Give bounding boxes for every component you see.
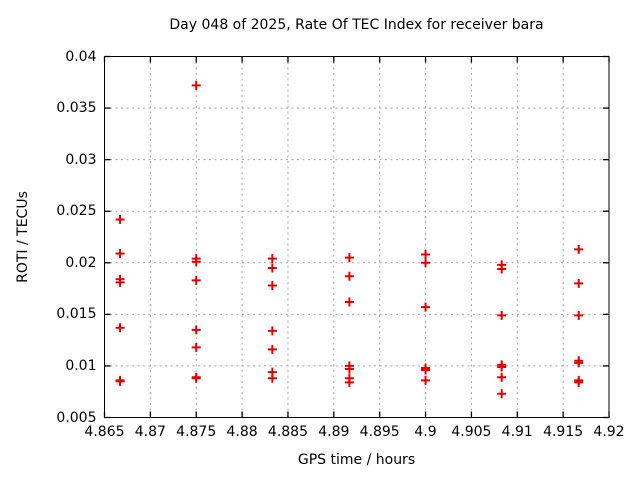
data-point [497, 362, 507, 372]
data-point [267, 263, 277, 273]
x-tick-label: 4.87 [134, 424, 166, 440]
x-tick-label: 4.89 [318, 424, 350, 440]
y-tick-label: 0.03 [65, 151, 97, 168]
data-point [497, 389, 507, 399]
data-point [115, 323, 125, 333]
x-tick-label: 4.92 [593, 424, 625, 440]
data-point [115, 249, 125, 259]
y-tick-label: 0.035 [56, 100, 97, 117]
data-point [344, 364, 354, 374]
data-point [421, 250, 431, 260]
x-tick-label: 4.9 [414, 424, 437, 440]
data-point [115, 376, 125, 386]
data-point [344, 253, 354, 263]
data-point [191, 80, 201, 90]
data-point [267, 280, 277, 290]
y-tick-label: 0.025 [56, 203, 97, 220]
data-point [344, 377, 354, 387]
chart-title: Day 048 of 2025, Rate Of TEC Index for r… [169, 17, 544, 33]
x-axis-title: GPS time / hours [297, 452, 416, 468]
data-point [267, 326, 277, 336]
data-point [115, 277, 125, 287]
data-point [344, 271, 354, 281]
data-point [191, 373, 201, 383]
data-point [421, 365, 431, 375]
data-point [574, 278, 584, 288]
data-point [421, 258, 431, 268]
x-tick-label: 4.865 [84, 424, 125, 440]
data-point [191, 275, 201, 285]
x-tick-label: 4.895 [359, 424, 400, 440]
y-tick-label: 0.01 [65, 357, 97, 374]
data-point [344, 297, 354, 307]
y-tick-label: 0.04 [65, 48, 97, 65]
data-point [574, 244, 584, 254]
data-point [115, 214, 125, 224]
data-point [421, 375, 431, 385]
x-tick-label: 4.885 [267, 424, 308, 440]
data-point [574, 377, 584, 387]
data-point [497, 310, 507, 320]
plot-border [104, 56, 610, 418]
x-tick-label: 4.88 [226, 424, 258, 440]
data-point [267, 344, 277, 354]
data-point [574, 358, 584, 368]
data-point [191, 325, 201, 335]
data-point [267, 254, 277, 264]
x-tick-label: 4.905 [451, 424, 492, 440]
data-point [191, 342, 201, 352]
x-tick-label: 4.915 [543, 424, 584, 440]
data-point [191, 257, 201, 267]
data-point [574, 310, 584, 320]
y-tick-label: 0.02 [65, 254, 97, 271]
data-point [267, 373, 277, 383]
x-tick-label: 4.91 [501, 424, 533, 440]
data-point [421, 302, 431, 312]
y-tick-label: 0.005 [56, 409, 97, 426]
x-tick-label: 4.875 [176, 424, 217, 440]
data-point [497, 264, 507, 274]
y-tick-label: 0.015 [56, 306, 97, 323]
data-point [497, 372, 507, 382]
